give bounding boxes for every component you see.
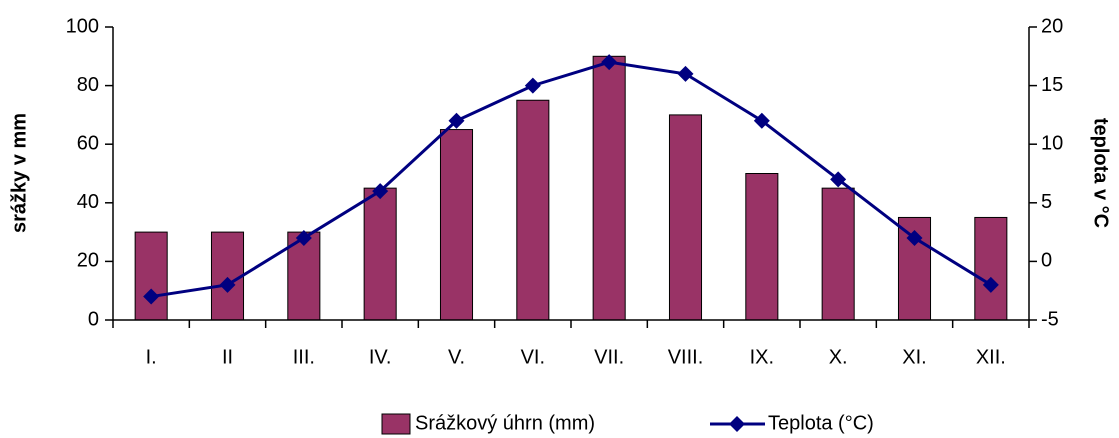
line [150, 60, 992, 299]
marker [601, 54, 618, 71]
y2-tick-label: 10 [1041, 132, 1063, 154]
marker [295, 229, 312, 246]
marker [982, 276, 999, 293]
marker [524, 77, 541, 94]
x-tick-label: VIII. [668, 346, 704, 368]
marker [677, 65, 694, 82]
x-tick-label: XI. [902, 346, 926, 368]
bar [363, 187, 397, 321]
bar [974, 216, 1008, 321]
marker [753, 112, 770, 129]
x-tick-label: II [222, 346, 233, 368]
bar [745, 173, 779, 321]
bar [210, 231, 245, 321]
y-tick-label: 20 [77, 250, 99, 272]
x-tick-label: VI. [521, 346, 545, 368]
legend-label: Srážkový úhrn (mm) [415, 412, 595, 434]
y-axis-label: srážky v mm [8, 113, 30, 233]
y-tick-label: 100 [66, 15, 99, 37]
bar [516, 99, 550, 321]
marker [372, 183, 389, 200]
x-tick-label: IV. [369, 346, 392, 368]
bar [592, 55, 626, 321]
y-tick-label: 40 [77, 191, 99, 213]
x-tick-label: XII. [976, 346, 1006, 368]
y-tick-label: 80 [77, 74, 99, 96]
bar [439, 129, 474, 321]
legend-marker [729, 416, 745, 432]
marker [830, 171, 847, 188]
y2-tick-label: 15 [1041, 74, 1063, 96]
y2-tick-label: 20 [1041, 15, 1063, 37]
y2-tick-label: -5 [1041, 308, 1059, 330]
x-tick-label: I. [146, 346, 157, 368]
marker [143, 288, 160, 305]
x-tick-label: VII. [594, 346, 624, 368]
x-tick-label: X. [829, 346, 848, 368]
marker [219, 276, 236, 293]
bar [668, 114, 703, 321]
marker [448, 112, 465, 129]
y2-tick-label: 5 [1041, 191, 1052, 213]
y2-axis-label: teplota v °C [1090, 118, 1112, 228]
y-tick-label: 60 [77, 132, 99, 154]
y2-tick-label: 0 [1041, 250, 1052, 272]
bar [134, 231, 168, 321]
bar [821, 187, 855, 321]
marker [906, 229, 923, 246]
x-tick-label: V. [448, 346, 465, 368]
x-tick-label: III. [293, 346, 315, 368]
legend-swatch [381, 413, 411, 435]
legend-label: Teplota (°C) [768, 412, 874, 434]
x-tick-label: IX. [750, 346, 774, 368]
y-tick-label: 0 [88, 308, 99, 330]
